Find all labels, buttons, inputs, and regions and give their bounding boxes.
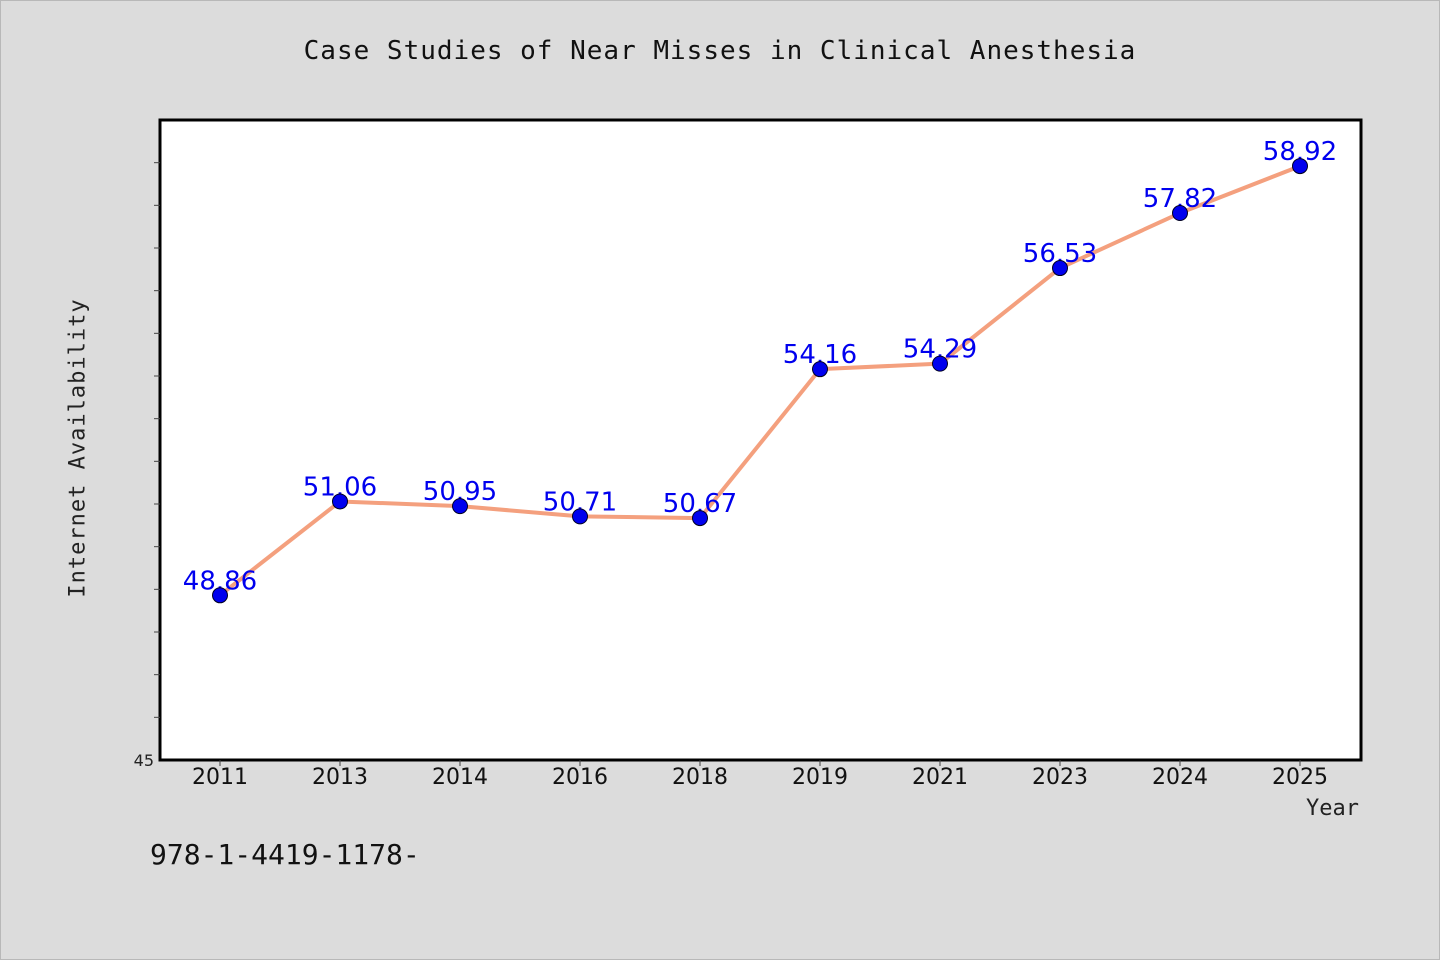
x-tick-label: 2024 xyxy=(1152,765,1208,790)
x-axis-label: Year xyxy=(1306,796,1359,821)
x-tick-label: 2013 xyxy=(312,765,368,790)
data-point xyxy=(212,587,228,604)
x-tick-label: 2023 xyxy=(1032,765,1088,790)
x-tick-label: 2016 xyxy=(552,765,608,790)
x-tick-label: 2014 xyxy=(432,765,488,790)
x-tick-label: 2011 xyxy=(192,765,248,790)
data-point xyxy=(572,508,588,525)
x-tick-label: 2018 xyxy=(672,765,728,790)
data-point xyxy=(932,355,948,372)
chart-title: Case Studies of Near Misses in Clinical … xyxy=(303,36,1137,66)
data-point xyxy=(1172,205,1188,222)
data-point xyxy=(1292,158,1308,175)
data-point xyxy=(332,493,348,510)
x-tick-label: 2019 xyxy=(792,765,848,790)
x-tick-label: 2021 xyxy=(912,765,968,790)
data-point xyxy=(692,510,708,527)
series-line xyxy=(218,164,1301,597)
data-point xyxy=(812,361,828,378)
y-tick-label: 45 xyxy=(134,751,154,770)
data-point xyxy=(452,498,468,515)
footer-text: 978-1-4419-1178- xyxy=(150,838,420,871)
data-point xyxy=(1052,260,1068,277)
x-tick-label: 2025 xyxy=(1272,765,1328,790)
